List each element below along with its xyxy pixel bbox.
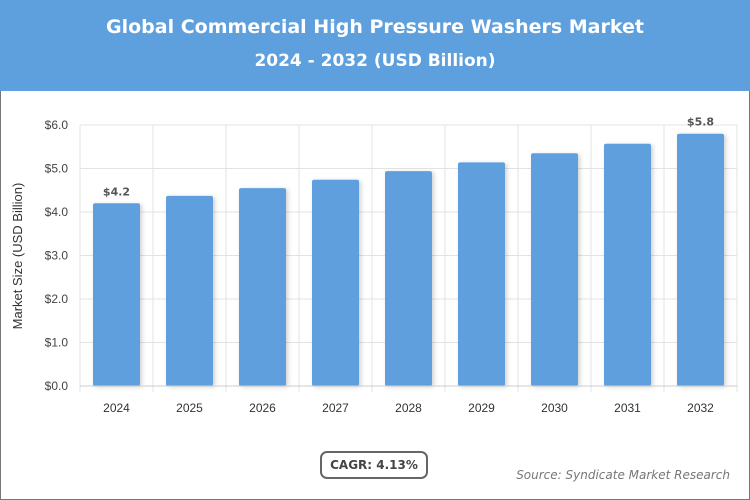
chart-subtitle: 2024 - 2032 (USD Billion) xyxy=(254,51,496,71)
y-axis-label: Market Size (USD Billion) xyxy=(10,183,25,330)
x-tick-label: 2025 xyxy=(176,401,203,415)
x-tick-label: 2024 xyxy=(103,401,130,415)
cagr-badge: CAGR: 4.13% xyxy=(320,451,428,479)
x-tick-label: 2028 xyxy=(395,401,422,415)
x-tick-label: 2030 xyxy=(541,401,568,415)
x-tick-label: 2031 xyxy=(614,401,641,415)
x-tick-label: 2029 xyxy=(468,401,495,415)
bar-2031 xyxy=(604,143,651,386)
y-tick-label: $2.0 xyxy=(45,292,69,306)
x-tick-label: 2032 xyxy=(687,401,714,415)
chart-header: Global Commercial High Pressure Washers … xyxy=(0,0,750,91)
x-tick-label: 2027 xyxy=(322,401,349,415)
bar-2024 xyxy=(93,203,140,386)
y-tick-label: $6.0 xyxy=(45,118,69,132)
data-label: $5.8 xyxy=(687,116,714,129)
y-tick-label: $1.0 xyxy=(45,336,69,350)
y-tick-label: $5.0 xyxy=(45,162,69,176)
bar-2025 xyxy=(166,195,213,386)
bar-2026 xyxy=(239,188,286,386)
chart-title: Global Commercial High Pressure Washers … xyxy=(106,16,644,38)
y-tick-label: $4.0 xyxy=(45,205,69,219)
bar-2029 xyxy=(458,162,505,386)
bar-2028 xyxy=(385,171,432,386)
data-label: $4.2 xyxy=(103,185,130,198)
source-note: Source: Syndicate Market Research xyxy=(516,468,730,482)
bar-2032 xyxy=(677,133,724,386)
y-tick-label: $3.0 xyxy=(45,249,69,263)
y-tick-label: $0.0 xyxy=(45,379,69,393)
bar-2027 xyxy=(312,179,359,386)
x-tick-label: 2026 xyxy=(249,401,276,415)
bar-2030 xyxy=(531,153,578,386)
